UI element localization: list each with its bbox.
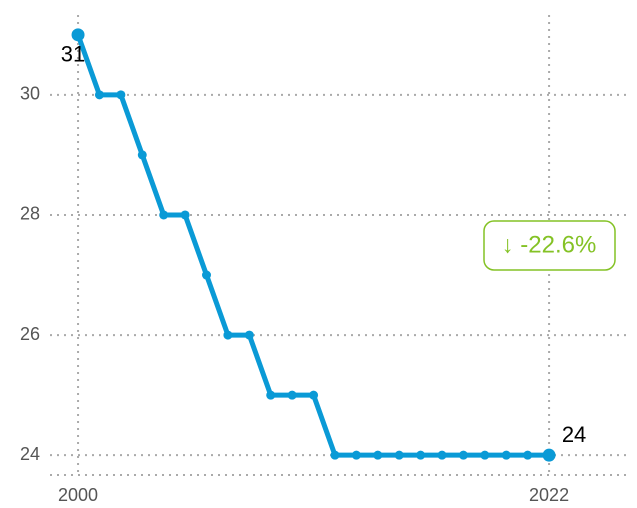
point [223, 330, 233, 340]
y-tick-label: 28 [20, 204, 40, 224]
annotation-frame [483, 220, 616, 271]
x-tick-label: 2000 [58, 485, 98, 505]
y-tick-label: 24 [20, 444, 40, 464]
point [159, 210, 169, 220]
point [542, 448, 556, 462]
point [373, 450, 383, 460]
data-label: 31 [61, 42, 85, 67]
point [116, 90, 126, 100]
point [480, 450, 490, 460]
point [202, 270, 212, 280]
point [287, 390, 297, 400]
point [458, 450, 468, 460]
point [501, 450, 511, 460]
point [180, 210, 190, 220]
y-tick-label: 26 [20, 324, 40, 344]
point [416, 450, 426, 460]
annotation-box: ↓ -22.6% [483, 220, 616, 271]
point [137, 150, 147, 160]
point [330, 450, 340, 460]
point [351, 450, 361, 460]
data-label: 24 [562, 422, 586, 447]
point [94, 90, 104, 100]
point [71, 28, 85, 42]
point [437, 450, 447, 460]
point [394, 450, 404, 460]
x-tick-label: 2022 [529, 485, 569, 505]
y-tick-label: 30 [20, 84, 40, 104]
point [523, 450, 533, 460]
point [309, 390, 319, 400]
point [266, 390, 276, 400]
annotation-text: ↓ -22.6% [502, 231, 597, 258]
point [244, 330, 254, 340]
